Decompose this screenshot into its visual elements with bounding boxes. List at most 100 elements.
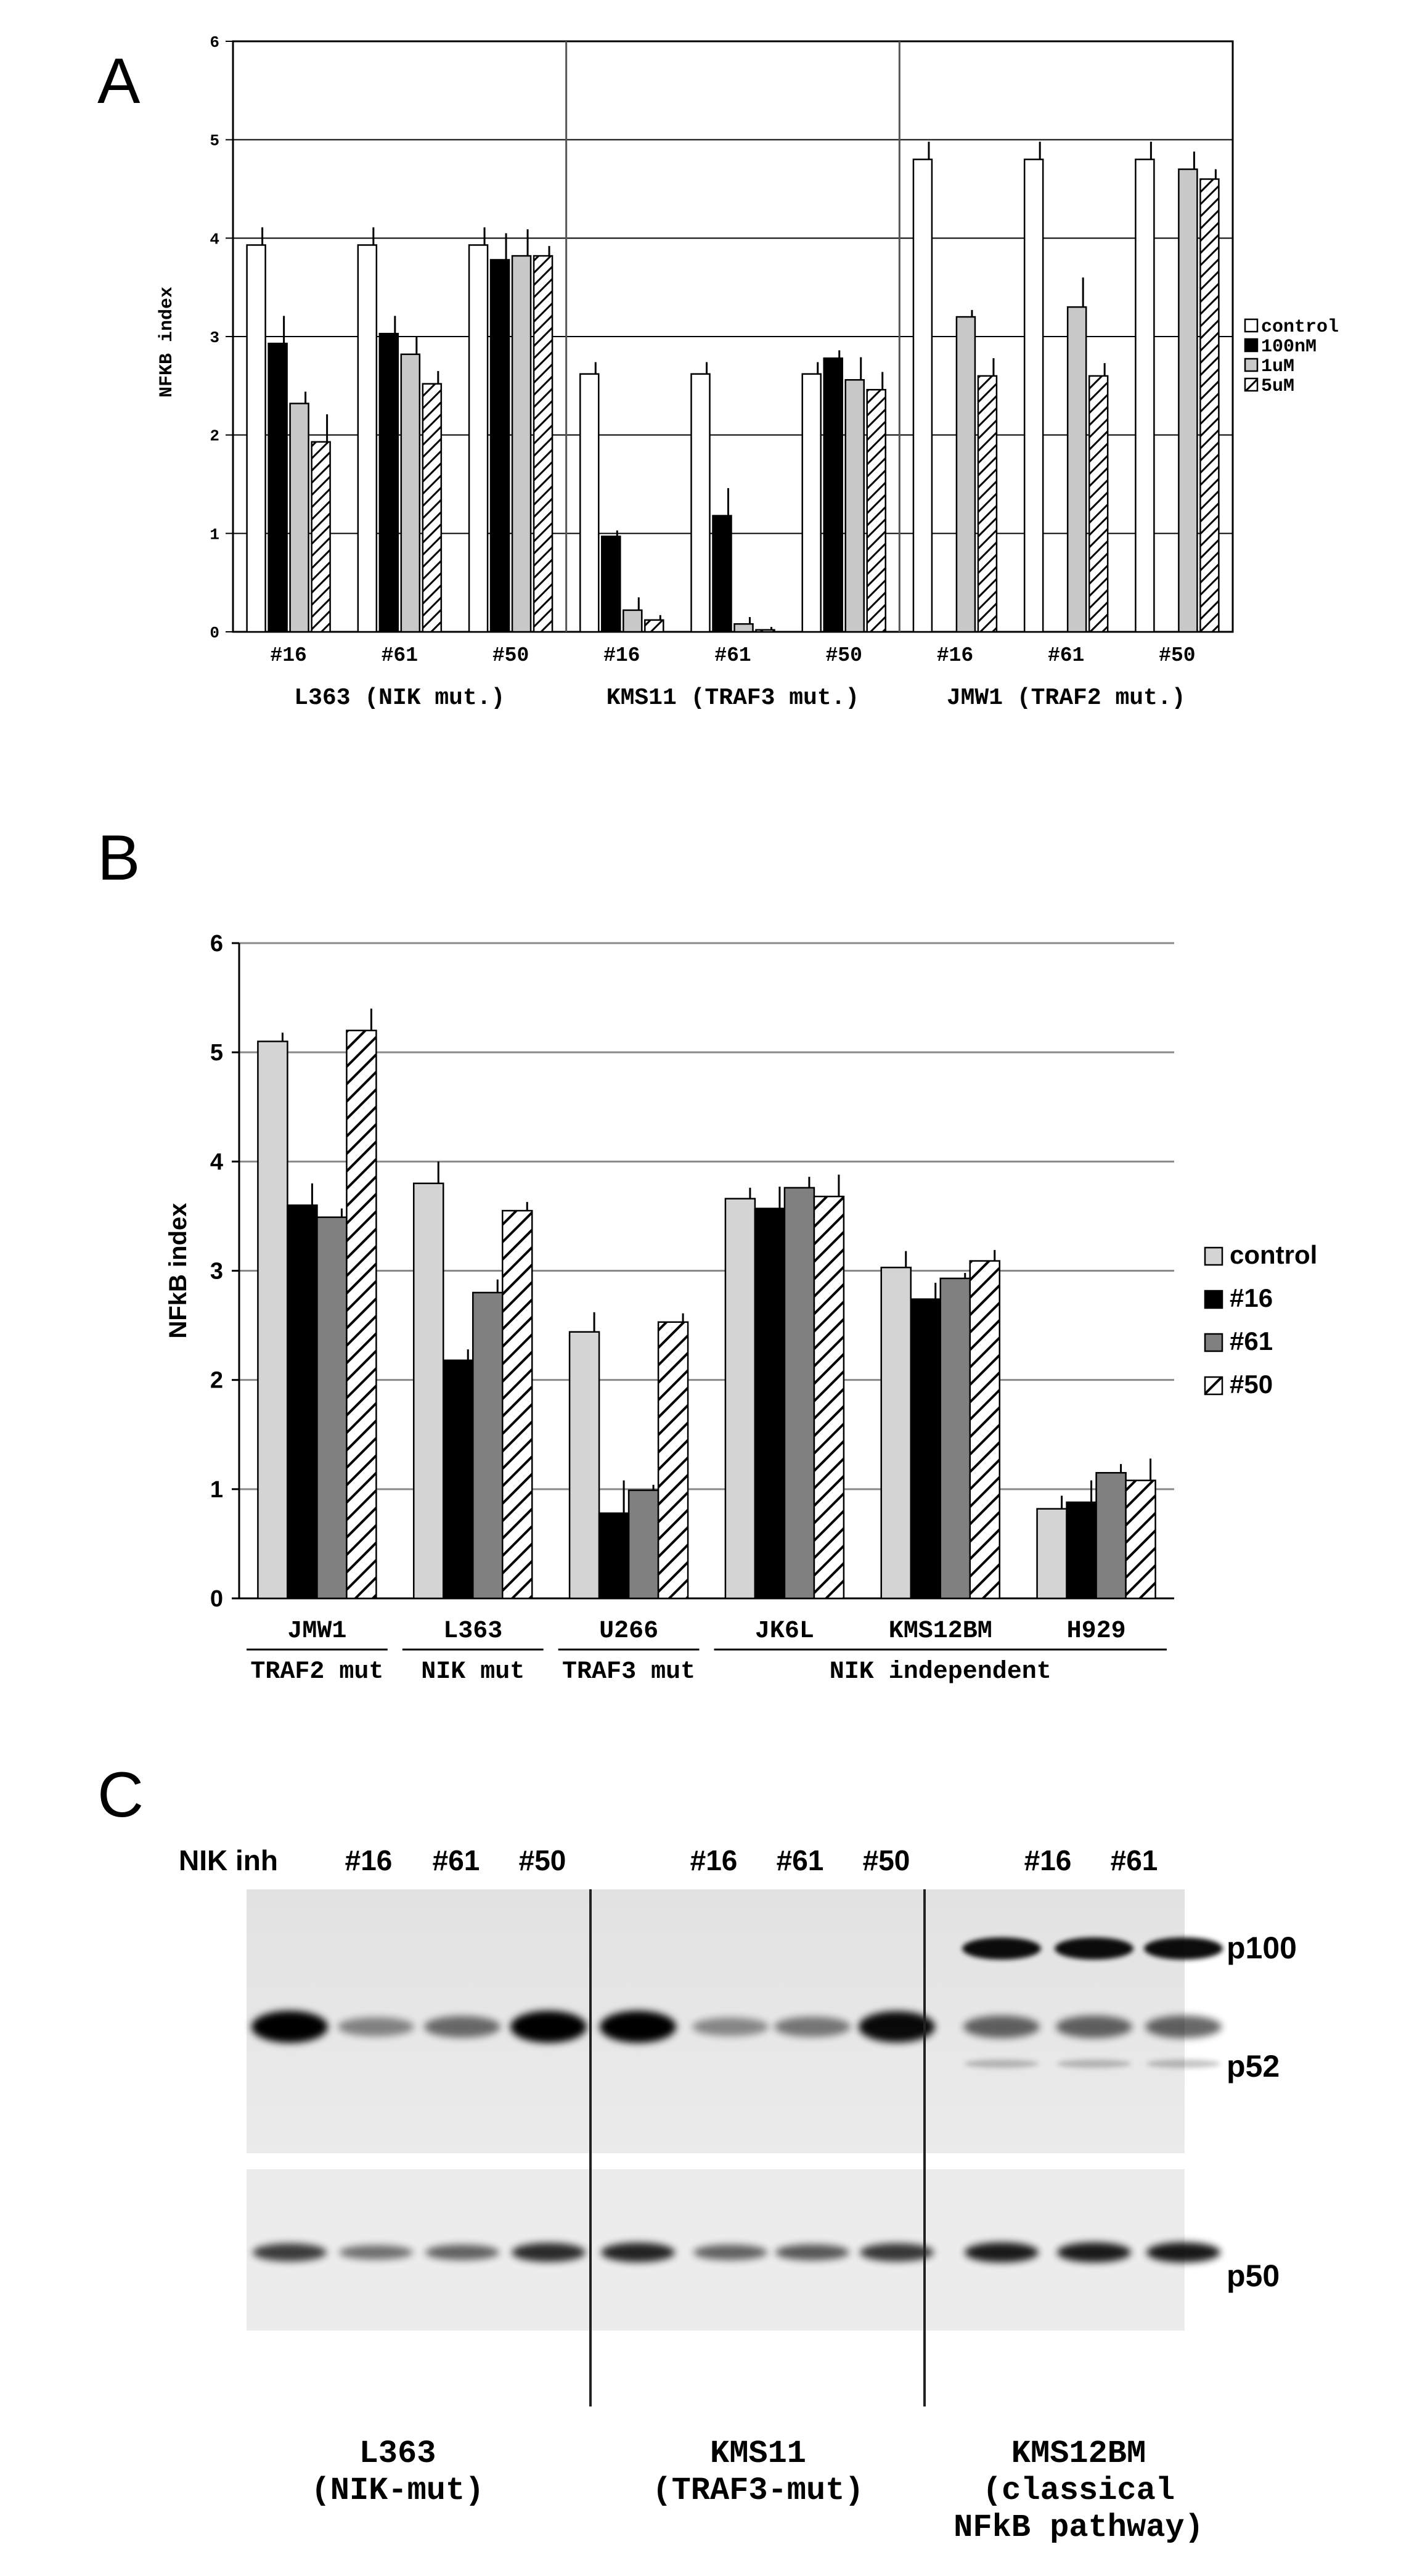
blot-row-label: NIK inh — [179, 1844, 278, 1876]
chart-a-bar — [1066, 306, 1087, 633]
chart-b-bar — [724, 1198, 756, 1600]
chart-b-legend-label: #61 — [1230, 1327, 1273, 1355]
band-label-p100: p100 — [1227, 1931, 1297, 1965]
chart-b-legend-swatch — [1204, 1376, 1223, 1396]
chart-a-legend-swatch — [1244, 358, 1259, 372]
chart-a-category-label: #50 — [826, 644, 862, 667]
blot-group-kms12bm-note: (classical — [982, 2472, 1175, 2509]
chart-b-ytick-label: 4 — [210, 1149, 223, 1175]
chart-b-group-label: NIK independent — [830, 1658, 1052, 1686]
chart-b-group-label: NIK mut — [421, 1658, 525, 1686]
panel-a-letter: A — [97, 46, 141, 117]
blot-band-p52 — [774, 2016, 851, 2037]
blot-band-p52 — [1056, 2015, 1132, 2038]
chart-b-legend-swatch — [1204, 1246, 1223, 1266]
blot-band-p50 — [1146, 2242, 1220, 2263]
chart-b-category-label: U266 — [599, 1617, 658, 1645]
chart-b-ytick-label: 0 — [210, 1586, 223, 1612]
blot-band-p50 — [775, 2244, 849, 2260]
chart-a-ytick-label: 3 — [210, 329, 219, 347]
blot-band-faint — [965, 2059, 1039, 2068]
blot-band-p52 — [1145, 2015, 1222, 2038]
chart-b-bar — [754, 1208, 786, 1600]
blot-lane-label: #61 — [433, 1844, 480, 1876]
chart-a: 0 1 2 3 4 5 6 L363 (NIK mut.) #16 #61 #50 KMS11 (TR… — [157, 33, 1339, 711]
chart-a-bar — [1088, 375, 1109, 633]
blot-band-p100 — [962, 1937, 1041, 1960]
chart-b-bar — [969, 1260, 1000, 1600]
chart-a-legend-swatch — [1244, 338, 1259, 353]
chart-b-bar — [1036, 1508, 1068, 1600]
blot-band-p52 — [692, 2017, 769, 2037]
chart-b-bar — [1095, 1472, 1127, 1600]
blot-band-p100 — [1055, 1937, 1133, 1960]
chart-a-ytick-label: 0 — [210, 624, 219, 642]
blot-group-kms12bm-name: KMS12BM — [1011, 2435, 1146, 2472]
chart-a-legend-label: control — [1261, 317, 1339, 338]
chart-b-bar — [443, 1359, 474, 1600]
blot-lane-label: #50 — [863, 1844, 910, 1876]
blot-group-l363-name: L363 — [359, 2435, 436, 2472]
chart-b-ylabel: NFkB index — [165, 1203, 192, 1338]
chart-b: 0 1 2 3 4 5 6 JMW1 L363 U266 JK6L KMS12BM H929 TRAF2 … — [165, 931, 1317, 1686]
chart-a-bar — [1199, 178, 1220, 633]
blot-band-p50 — [860, 2243, 934, 2262]
chart-a-legend-swatch — [1244, 377, 1259, 392]
chart-b-legend-swatch — [1204, 1290, 1223, 1309]
chart-a-bar — [955, 316, 976, 633]
blot-band-p52 — [510, 2011, 587, 2043]
chart-b-bar — [1066, 1501, 1097, 1600]
blot-lane-label: #16 — [345, 1844, 393, 1876]
chart-a-bar — [755, 629, 775, 633]
chart-b-ytick-label: 3 — [210, 1259, 223, 1285]
chart-a-group-label: KMS11 (TRAF3 mut.) — [606, 685, 859, 711]
chart-b-legend-swatch — [1204, 1333, 1223, 1352]
blot-band-p50 — [339, 2245, 413, 2260]
blot-band-p50 — [512, 2243, 586, 2262]
chart-b-legend-label: control — [1230, 1240, 1317, 1269]
chart-b-bar — [472, 1291, 504, 1600]
chart-b-bar — [783, 1187, 815, 1600]
chart-b-bar — [287, 1204, 318, 1600]
chart-a-bar — [644, 619, 664, 633]
blot-band-p52 — [600, 2011, 676, 2043]
blot-group-kms11-note: (TRAF3-mut) — [652, 2472, 864, 2509]
blot-band-p50 — [965, 2242, 1039, 2263]
western-blot: NIK inh #16 #61 #50 #16 #61 #50 #16 #61 p100 p5… — [179, 1844, 1297, 2546]
chart-a-bar — [533, 255, 553, 633]
chart-a-bar — [823, 357, 843, 633]
panel-c-letter: C — [97, 1759, 144, 1831]
chart-a-bar — [400, 353, 421, 633]
chart-a-bar — [844, 379, 865, 633]
blot-band-p50 — [1057, 2242, 1131, 2263]
chart-a-bar — [623, 609, 643, 633]
chart-b-ytick-label: 2 — [210, 1368, 223, 1394]
blot-lane-label: #61 — [777, 1844, 824, 1876]
chart-a-bar — [311, 441, 331, 633]
chart-a-legend-label: 1uM — [1261, 356, 1294, 377]
blot-band-p50 — [693, 2244, 767, 2260]
chart-b-category-label: JMW1 — [287, 1617, 346, 1645]
chart-b-ytick-label: 6 — [210, 931, 223, 957]
chart-a-ytick-label: 1 — [210, 525, 219, 544]
chart-a-legend-swatch — [1244, 318, 1259, 333]
chart-a-bar — [1023, 158, 1044, 633]
blot-band-p100 — [1144, 1937, 1223, 1960]
chart-a-ylabel: NFKB index — [157, 287, 178, 398]
chart-b-bar — [346, 1029, 377, 1600]
blot-band-p52 — [963, 2015, 1040, 2038]
chart-b-bar — [813, 1195, 845, 1600]
chart-a-bar — [246, 244, 266, 633]
blot-band-faint — [1057, 2059, 1131, 2068]
blot-group-l363-note: (NIK-mut) — [311, 2472, 484, 2509]
blot-lane-label: #50 — [519, 1844, 566, 1876]
chart-a-bar — [601, 535, 621, 633]
chart-a-group-label: L363 (NIK mut.) — [294, 685, 505, 711]
chart-a-ytick-label: 5 — [210, 132, 219, 150]
chart-b-bar — [880, 1266, 912, 1600]
chart-a-bar — [712, 515, 732, 633]
chart-b-bar — [627, 1489, 660, 1600]
blot-band-p52 — [251, 2011, 328, 2043]
chart-a-ytick-label: 4 — [210, 230, 219, 248]
chart-a-category-label: #61 — [714, 644, 751, 667]
